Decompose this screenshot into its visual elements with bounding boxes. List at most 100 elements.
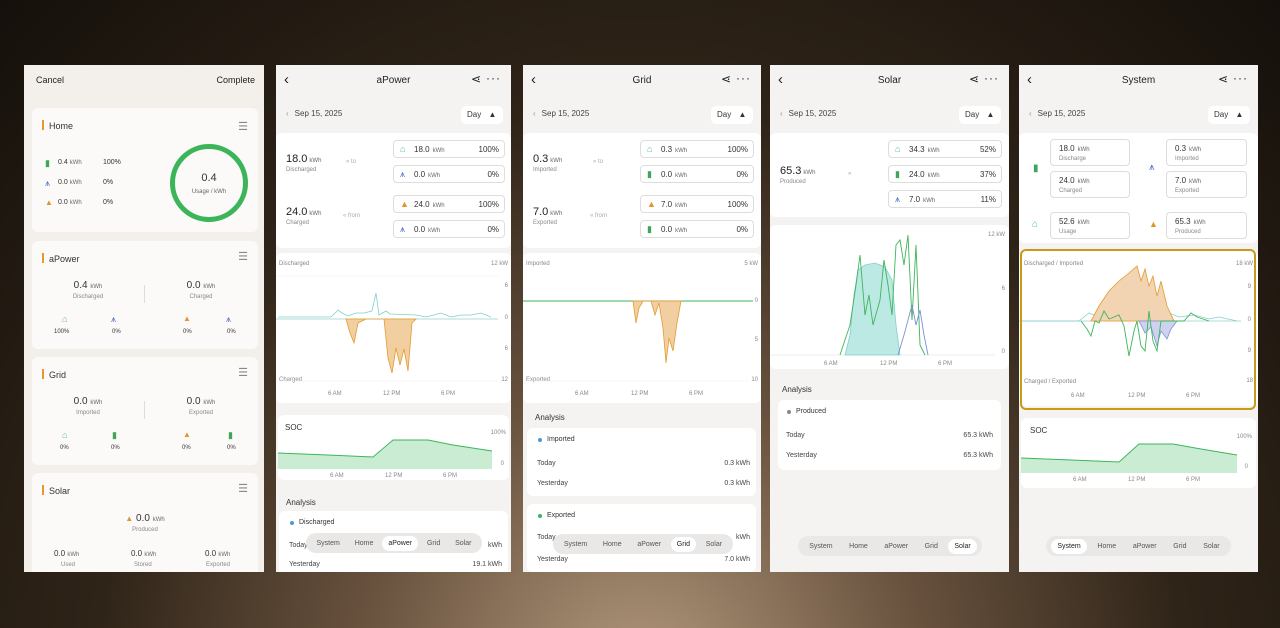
home-icon: ⌂	[62, 314, 68, 324]
tab-home[interactable]: Home	[354, 539, 374, 547]
drag-handle-icon[interactable]: ☰	[238, 483, 248, 495]
tab-apower[interactable]: aPower	[382, 535, 419, 551]
back-arrow-icon[interactable]: ‹	[284, 71, 289, 88]
phone-edit-widgets: Cancel Complete Home ☰ ▮ 0.4 kWh 100% ⩚ …	[24, 65, 264, 572]
power-chart-card: 12 kW 6 0 6 AM 12 PM 6 PM	[770, 225, 1009, 369]
x-axis-label: 6 PM	[1186, 477, 1201, 483]
yesterday-value: 7.0 kWh	[724, 556, 750, 563]
more-icon[interactable]: ···	[1233, 71, 1248, 85]
tab-home[interactable]: Home	[1097, 542, 1117, 550]
back-arrow-icon[interactable]: ‹	[531, 71, 536, 88]
tab-solar[interactable]: Solar	[1203, 542, 1220, 550]
soc-area	[1021, 444, 1237, 473]
soc-card: SOC 100% 0 6 AM 12 PM 6 PM	[1021, 418, 1256, 488]
yesterday-label: Yesterday	[289, 561, 320, 568]
tab-grid[interactable]: Grid	[670, 536, 697, 552]
tab-system[interactable]: System	[316, 539, 340, 547]
solar-panel-icon: ▲	[647, 199, 656, 209]
share-icon[interactable]: ⋖	[720, 72, 731, 86]
battery-series-line	[1080, 310, 1210, 357]
share-icon[interactable]: ⋖	[470, 72, 481, 86]
title-bar: ‹ aPower ⋖ ···	[276, 65, 511, 97]
range-dropdown[interactable]: Day ▲	[959, 106, 1001, 124]
date-picker[interactable]: ‹ Sep 15, 2025	[780, 109, 842, 118]
chevron-left-icon[interactable]: ‹	[780, 109, 783, 118]
tab-apower[interactable]: aPower	[637, 540, 662, 548]
battery-icon: ▮	[228, 430, 233, 440]
date-picker[interactable]: ‹ Sep 15, 2025	[1029, 109, 1091, 118]
home-icon: ⌂	[895, 144, 901, 154]
x-axis-label: 6 AM	[1073, 477, 1087, 483]
soc-min-label: 0	[500, 461, 504, 467]
more-icon[interactable]: ···	[984, 71, 999, 85]
flow-from-label: « from	[343, 213, 361, 219]
flow-box-grid: ⩚ 0.0 kWh 0%	[393, 220, 505, 238]
tab-system[interactable]: System	[563, 540, 588, 548]
chart-tick: 6	[1001, 286, 1005, 292]
series-name: Imported	[547, 436, 575, 443]
apower-charged-label: Charged	[189, 294, 213, 300]
chart-unit: 12 kW	[987, 232, 1005, 238]
range-dropdown[interactable]: Day ▲	[1208, 106, 1250, 124]
battery-icon: ▮	[895, 169, 900, 179]
drag-handle-icon[interactable]: ☰	[238, 121, 248, 133]
battery-icon: ▮	[647, 224, 652, 234]
share-icon[interactable]: ⋖	[1217, 72, 1228, 86]
tab-solar[interactable]: Solar	[455, 539, 472, 547]
soc-title: SOC	[285, 423, 303, 432]
range-dropdown[interactable]: Day ▲	[461, 106, 503, 124]
yesterday-label: Yesterday	[537, 556, 568, 563]
flow-box-home: ⌂ 18.0 kWh 100%	[393, 140, 505, 158]
solar-stored-value: 0.0 kWh	[131, 549, 157, 558]
tab-apower[interactable]: aPower	[884, 542, 909, 550]
today-value: 0.3 kWh	[724, 460, 750, 467]
share-icon[interactable]: ⋖	[968, 72, 979, 86]
tab-apower[interactable]: aPower	[1132, 542, 1157, 550]
tab-home[interactable]: Home	[849, 542, 868, 550]
x-axis-label: 6 AM	[575, 391, 589, 397]
home-series-line	[278, 292, 492, 318]
more-icon[interactable]: ···	[486, 71, 501, 85]
tab-solar[interactable]: Solar	[948, 538, 977, 554]
complete-button[interactable]: Complete	[216, 75, 255, 85]
flow-box-grid: ⩚ 7.0 kWh 11%	[888, 190, 1002, 208]
x-axis-label: 6 AM	[328, 391, 342, 397]
yesterday-value: 65.3 kWh	[963, 452, 993, 459]
battery-icon: ▮	[1033, 163, 1039, 174]
tab-system[interactable]: System	[809, 542, 833, 550]
flow-percent: 0%	[227, 329, 236, 335]
chevron-left-icon[interactable]: ‹	[286, 109, 289, 118]
range-dropdown[interactable]: Day ▲	[711, 106, 753, 124]
chevron-left-icon[interactable]: ‹	[533, 109, 536, 118]
page-title: aPower	[376, 75, 411, 86]
transmission-tower-icon: ⩚	[111, 314, 117, 324]
summary-box: 7.0 kWh Exported	[1166, 171, 1247, 198]
drag-handle-icon[interactable]: ☰	[238, 367, 248, 379]
more-icon[interactable]: ···	[736, 71, 751, 85]
flow-to-label: » to	[346, 159, 357, 165]
chart-top-label: Discharged	[279, 261, 310, 267]
date-picker[interactable]: ‹ Sep 15, 2025	[286, 109, 348, 118]
tab-system[interactable]: System	[1051, 538, 1087, 554]
flow-percent: 0%	[227, 445, 236, 451]
caret-up-icon: ▲	[1235, 110, 1244, 119]
soc-line	[1021, 443, 1238, 463]
chart-bottom-label: Charged	[279, 377, 303, 383]
soc-chart	[278, 439, 493, 469]
bottom-tab-bar: System Home aPower Grid Solar	[553, 534, 733, 554]
flow-box-grid: ⩚ 0.0 kWh 0%	[393, 165, 505, 183]
drag-handle-icon[interactable]: ☰	[238, 251, 248, 263]
back-arrow-icon[interactable]: ‹	[778, 71, 783, 88]
bottom-tab-bar: System Home aPower Grid Solar	[306, 533, 482, 553]
today-label: Today	[537, 534, 556, 541]
tab-home[interactable]: Home	[602, 540, 622, 548]
tab-solar[interactable]: Solar	[705, 540, 723, 548]
tab-grid[interactable]: Grid	[426, 539, 441, 547]
back-arrow-icon[interactable]: ‹	[1027, 71, 1032, 88]
chevron-left-icon[interactable]: ‹	[1029, 109, 1032, 118]
usage-ring-label: Usage / kWh	[191, 189, 227, 195]
tab-grid[interactable]: Grid	[1173, 542, 1187, 550]
date-picker[interactable]: ‹ Sep 15, 2025	[533, 109, 595, 118]
tab-grid[interactable]: Grid	[924, 542, 938, 550]
cancel-button[interactable]: Cancel	[36, 75, 65, 85]
